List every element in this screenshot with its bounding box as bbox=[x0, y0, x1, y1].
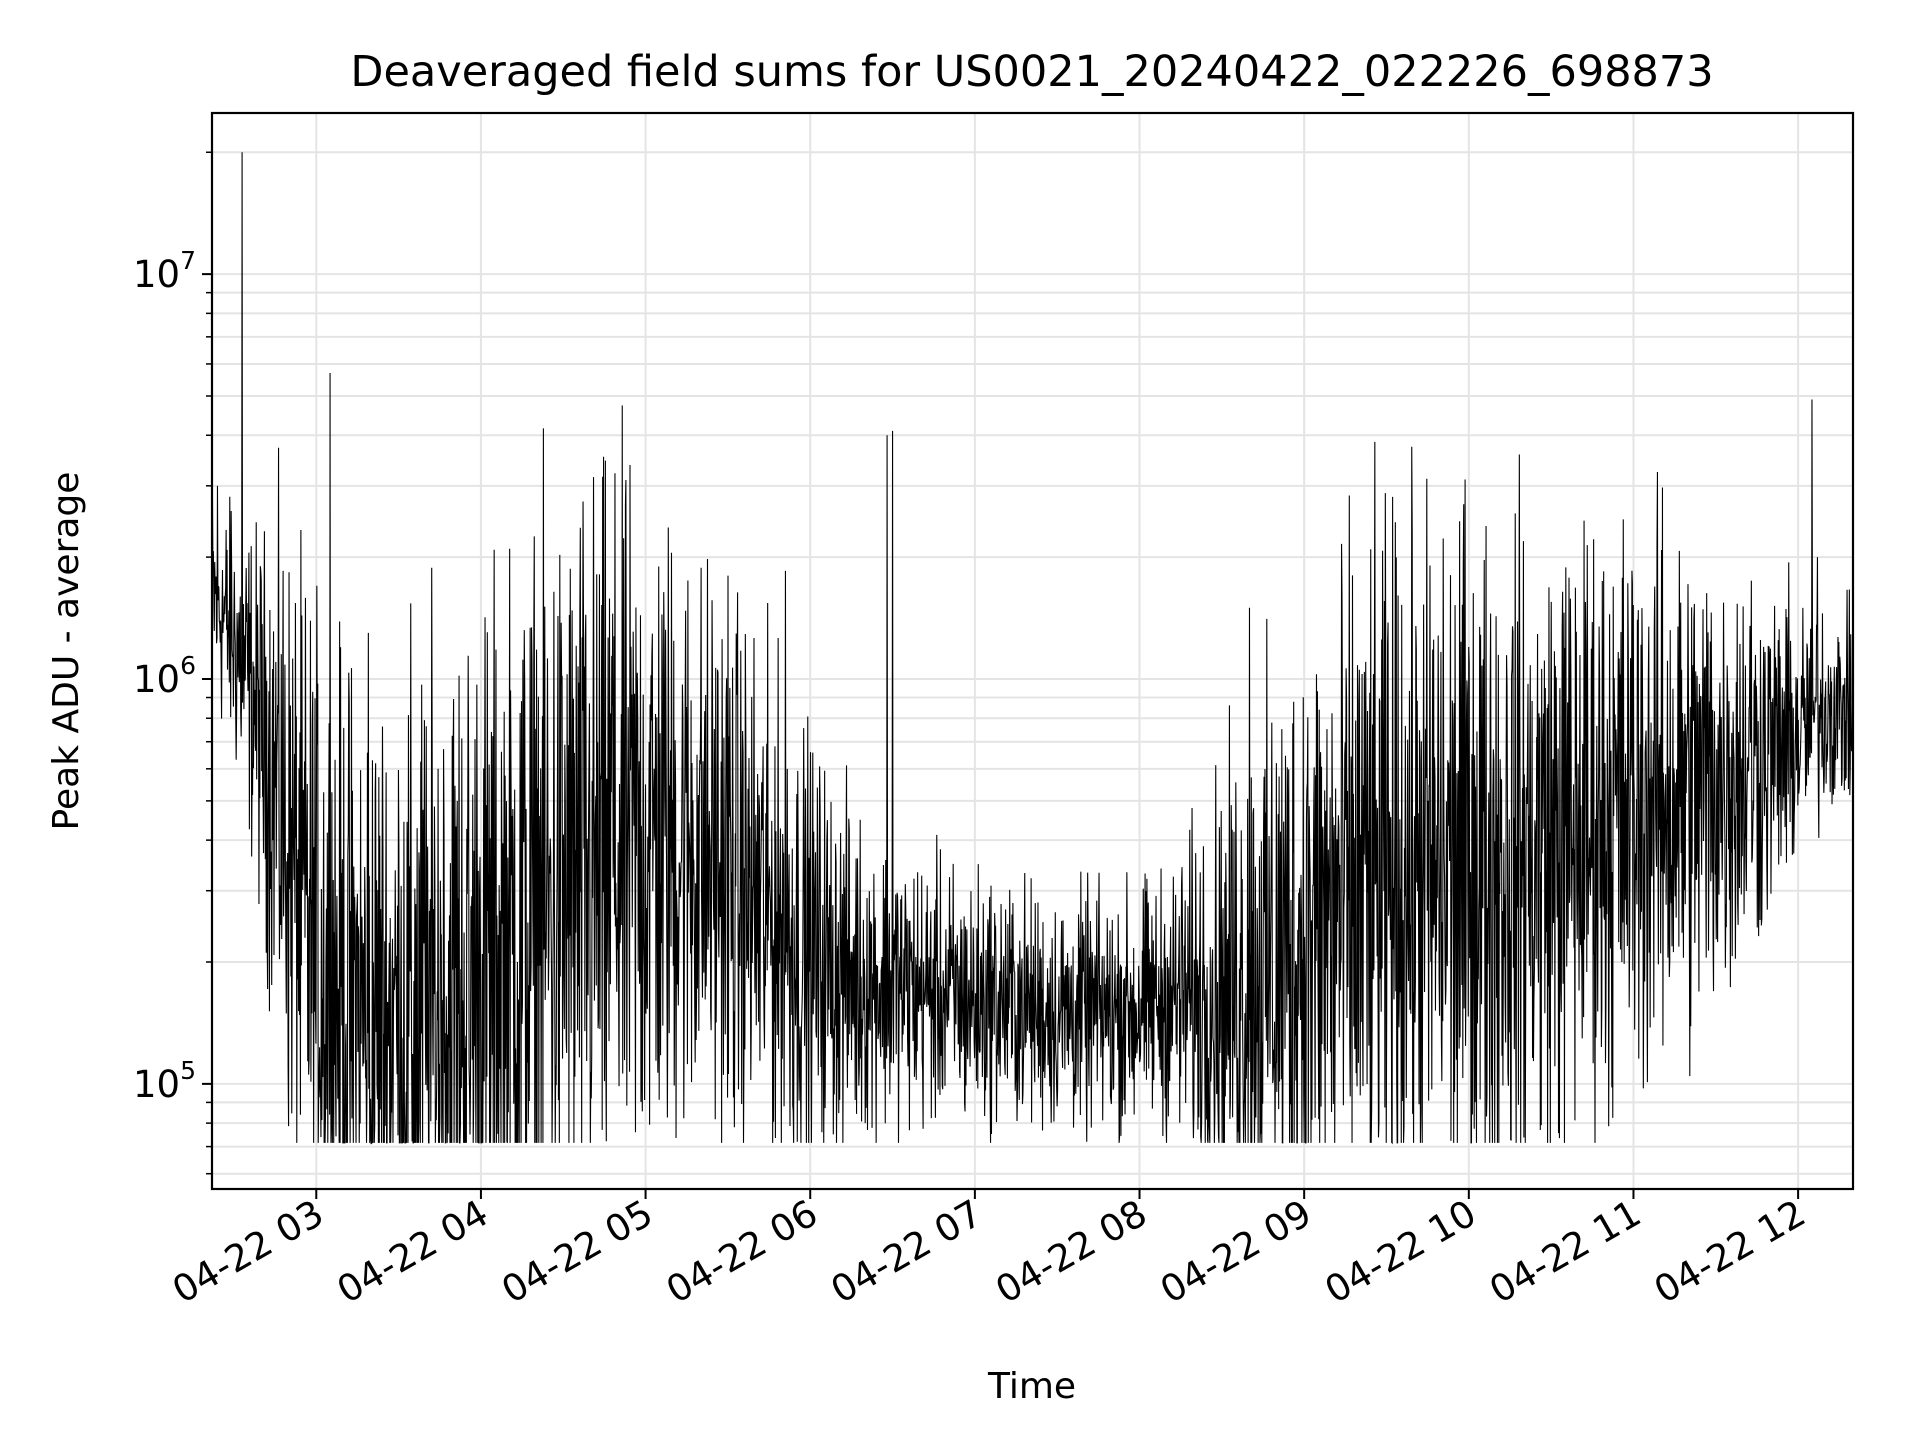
series-line bbox=[211, 152, 1854, 1145]
x-axis-label: Time bbox=[987, 1366, 1076, 1407]
plot-area-frame bbox=[210, 111, 1855, 1191]
series-layer bbox=[211, 152, 1854, 1145]
y-tick-label: 105 bbox=[133, 1056, 196, 1106]
y-axis-label: Peak ADU - average bbox=[46, 472, 87, 831]
chart-title: Deaveraged field sums for US0021_2024042… bbox=[350, 47, 1713, 97]
y-tick-label: 106 bbox=[133, 651, 196, 701]
y-tick-label: 107 bbox=[133, 246, 196, 296]
